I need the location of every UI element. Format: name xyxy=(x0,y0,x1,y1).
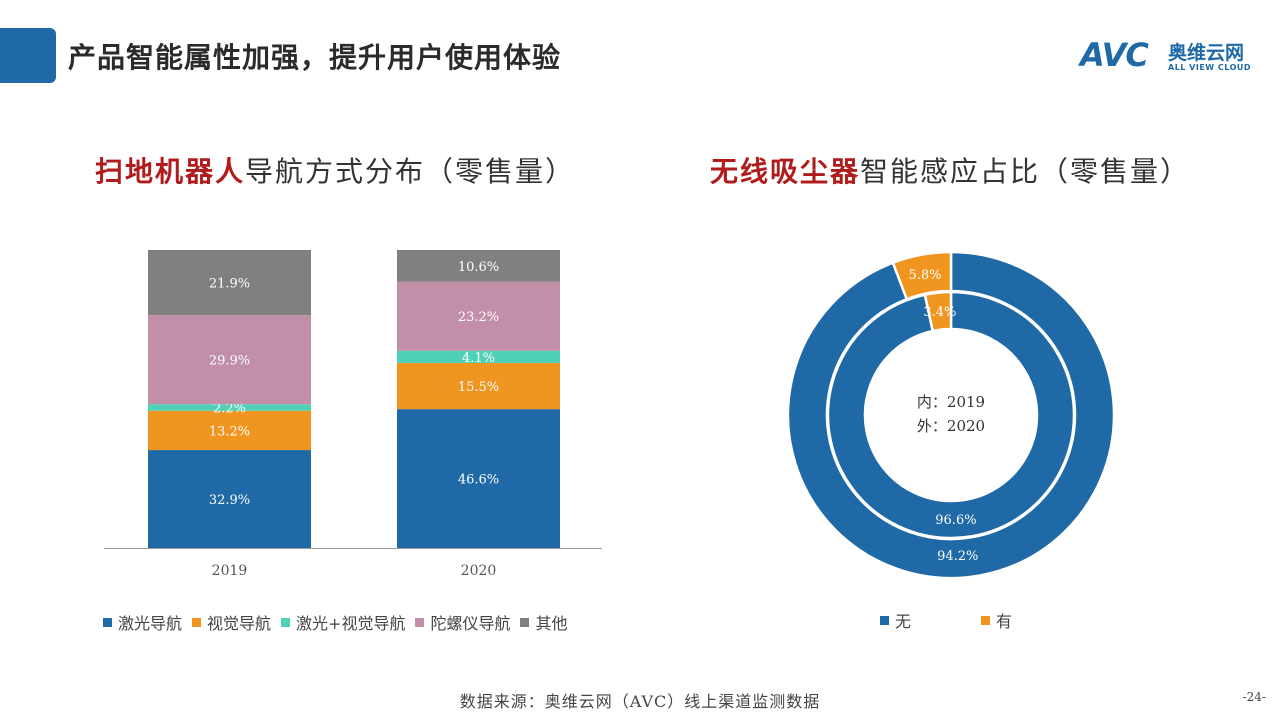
legend-item: 激光导航 xyxy=(103,610,182,634)
donut-center-label: 内：2019 xyxy=(917,393,985,411)
bar-segment xyxy=(148,315,311,405)
donut-value-label: 3.4% xyxy=(923,305,956,320)
donut-value-label: 94.2% xyxy=(937,549,978,564)
logo-en-text: ALL VIEW CLOUD xyxy=(1168,63,1252,72)
legend-item: 视觉导航 xyxy=(192,610,271,634)
donut-chart-title-highlight: 无线吸尘器 xyxy=(710,155,861,188)
donut-slice xyxy=(786,250,1116,580)
x-tick-label: 2020 xyxy=(461,563,497,579)
bar-segment xyxy=(397,409,560,548)
legend-item: 激光+视觉导航 xyxy=(281,610,405,634)
bar-segment xyxy=(397,350,560,363)
legend-label: 陀螺仪导航 xyxy=(430,614,511,633)
bar-chart-title-highlight: 扫地机器人 xyxy=(95,155,246,188)
bar-segment xyxy=(397,362,560,410)
avc-logo: AVC 奥维云网 ALL VIEW CLOUD xyxy=(1080,36,1270,76)
legend-swatch xyxy=(281,617,291,627)
legend-swatch xyxy=(192,617,202,627)
bar-chart-legend: 激光导航 视觉导航 激光+视觉导航 陀螺仪导航 其他 xyxy=(103,610,577,634)
bar-chart-title-rest: 导航方式分布（零售量） xyxy=(245,155,576,188)
bar-segment xyxy=(148,450,311,548)
legend-swatch xyxy=(880,615,889,625)
donut-slice xyxy=(891,250,953,301)
legend-label: 无 xyxy=(895,612,912,631)
bar-value-label: 46.6% xyxy=(458,473,499,488)
legend-label: 激光+视觉导航 xyxy=(296,614,406,633)
donut-center-label: 外：2020 xyxy=(917,417,985,435)
legend-swatch xyxy=(103,617,112,627)
legend-item: 有 xyxy=(981,608,1012,632)
donut-value-label: 5.8% xyxy=(908,268,941,283)
bar-value-label: 21.9% xyxy=(209,277,250,292)
bar-value-label: 23.2% xyxy=(458,310,499,325)
bar-segment xyxy=(148,250,311,316)
bar-chart-title: 扫地机器人导航方式分布（零售量） xyxy=(95,150,575,190)
title-accent-block xyxy=(0,28,56,83)
legend-item: 陀螺仪导航 xyxy=(415,610,510,634)
donut-slice xyxy=(826,290,1076,540)
page-title: 产品智能属性加强，提升用户使用体验 xyxy=(68,41,562,74)
x-tick-label: 2019 xyxy=(212,563,248,579)
bar-value-label: 13.2% xyxy=(209,424,250,439)
bar-segment xyxy=(148,404,311,411)
legend-swatch xyxy=(981,615,991,625)
bar-value-label: 29.9% xyxy=(209,354,250,369)
legend-label: 其他 xyxy=(535,614,568,633)
donut-chart-legend: 无有 xyxy=(880,608,1082,632)
bar-segment xyxy=(397,250,560,282)
bar-value-label: 32.9% xyxy=(209,493,250,508)
donut-value-label: 96.6% xyxy=(935,513,976,528)
donut-chart-title: 无线吸尘器智能感应占比（零售量） xyxy=(710,150,1190,190)
bar-value-label: 15.5% xyxy=(458,380,499,395)
legend-label: 激光导航 xyxy=(118,614,183,633)
bar-value-label: 2.2% xyxy=(213,401,246,416)
legend-item: 其他 xyxy=(520,610,567,634)
bar-segment xyxy=(397,281,560,351)
logo-cn-text: 奥维云网 xyxy=(1168,42,1245,64)
logo-mark: AVC xyxy=(1080,36,1149,74)
data-source-note: 数据来源：奥维云网（AVC）线上渠道监测数据 xyxy=(459,692,821,711)
bar-value-label: 10.6% xyxy=(458,260,499,275)
page-number: -24- xyxy=(1242,690,1266,704)
donut-slice xyxy=(923,290,953,333)
legend-label: 视觉导航 xyxy=(207,614,272,633)
donut-chart-title-rest: 智能感应占比（零售量） xyxy=(860,155,1191,188)
bar-value-label: 4.1% xyxy=(462,351,495,366)
legend-swatch xyxy=(415,617,425,627)
legend-item: 无 xyxy=(880,608,911,632)
legend-swatch xyxy=(520,617,530,627)
legend-label: 有 xyxy=(996,612,1013,631)
bar-segment xyxy=(148,410,311,451)
